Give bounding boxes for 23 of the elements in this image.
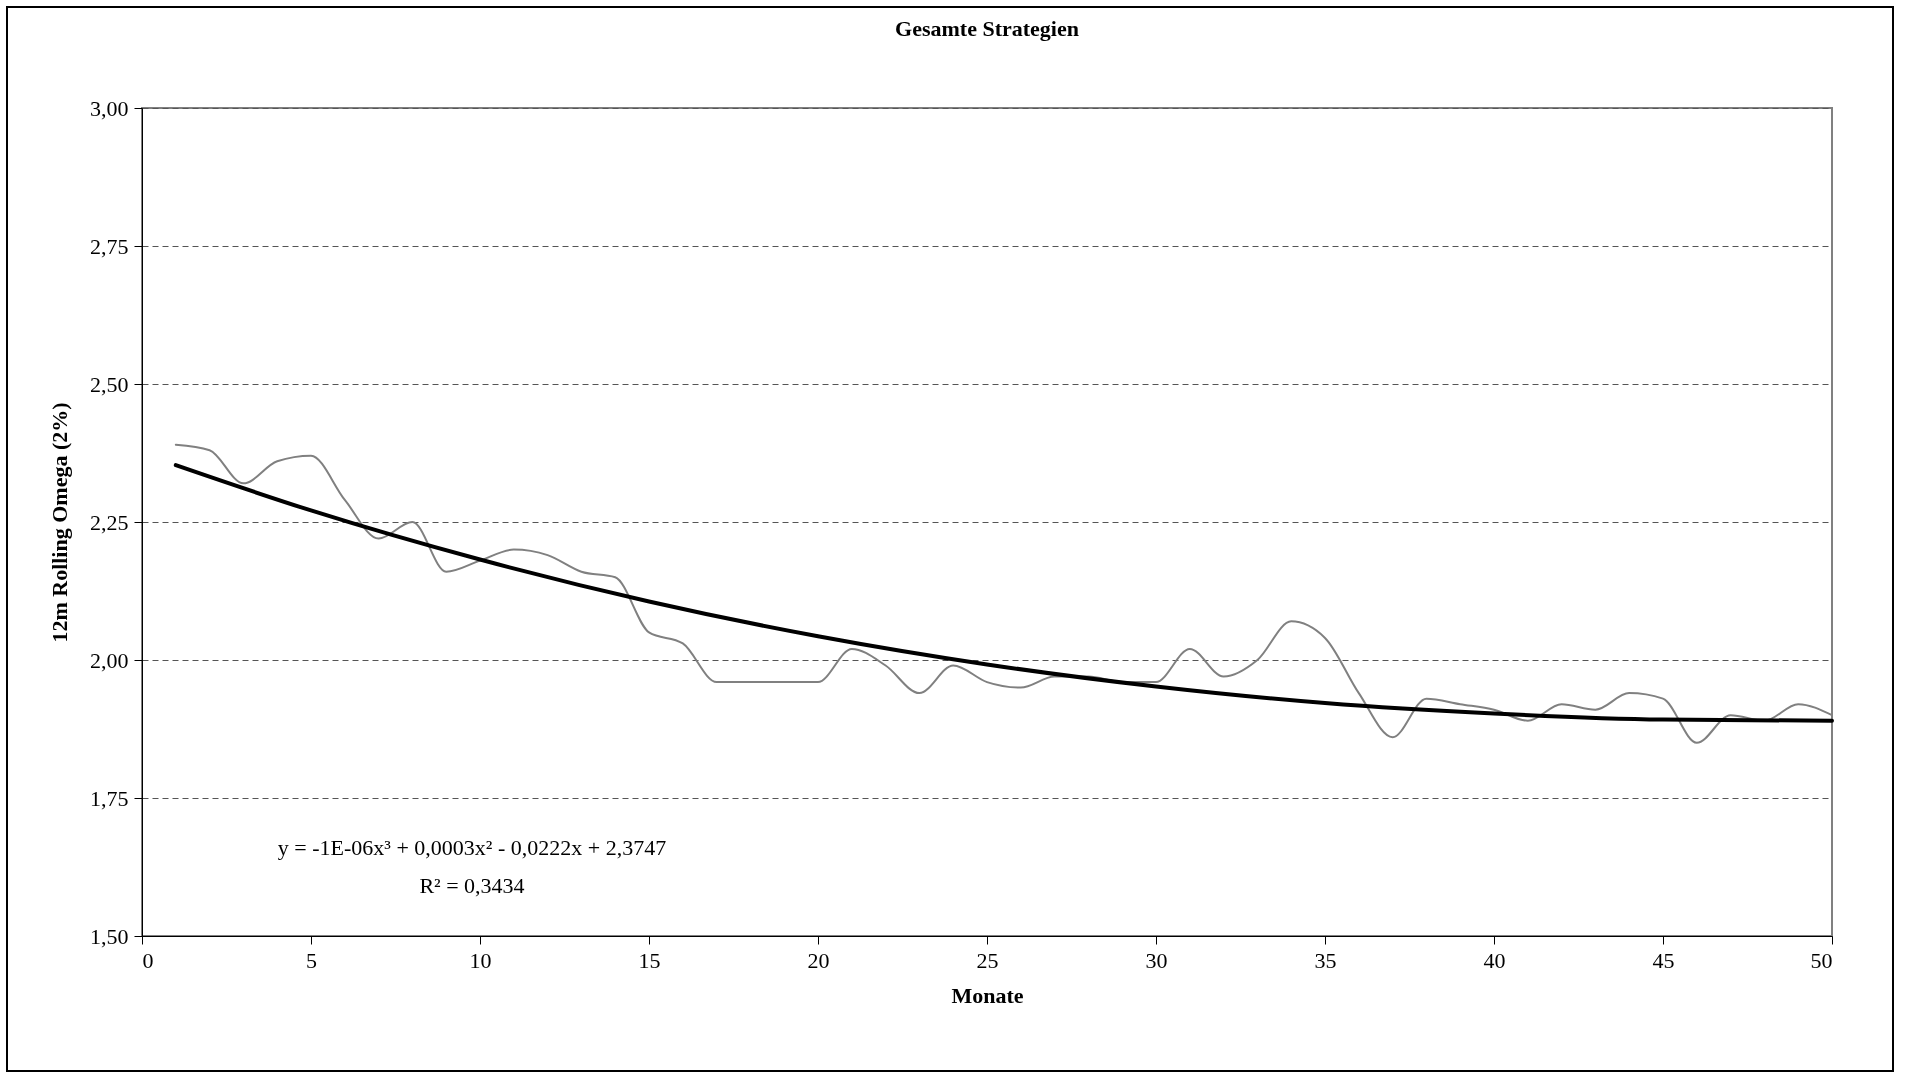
x-tick-label: 40 (1483, 947, 1506, 973)
chart-title: Gesamte Strategien (895, 16, 1079, 41)
y-tick-label: 1,50 (90, 923, 129, 949)
x-tick-label: 10 (469, 947, 492, 973)
x-tick-label: 35 (1314, 947, 1337, 973)
x-tick-label: 50 (1810, 947, 1833, 973)
y-tick-label: 2,00 (90, 647, 129, 673)
y-tick-label: 1,75 (90, 785, 129, 811)
x-tick-label: 20 (807, 947, 830, 973)
y-axis-title: 12m Rolling Omega (2%) (47, 402, 72, 643)
x-tick-label: 25 (976, 947, 999, 973)
x-tick-label: 0 (142, 947, 154, 973)
y-tick-label: 2,25 (90, 509, 129, 535)
x-tick-label: 30 (1145, 947, 1168, 973)
x-tick-label: 45 (1652, 947, 1675, 973)
y-tick-label: 2,50 (90, 371, 129, 397)
x-axis-title: Monate (951, 982, 1024, 1008)
x-tick-label: 15 (638, 947, 661, 973)
annotation: y = -1E-06x³ + 0,0003x² - 0,0222x + 2,3747 (277, 835, 667, 860)
x-tick-label: 5 (306, 947, 317, 973)
annotation: R² = 0,3434 (419, 873, 525, 898)
y-tick-label: 2,75 (90, 233, 129, 259)
y-tick-label: 3,00 (90, 95, 129, 121)
